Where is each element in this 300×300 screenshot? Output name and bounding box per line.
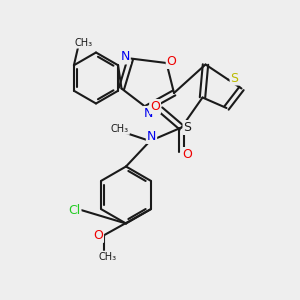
Text: O: O [150,100,160,113]
Text: CH₃: CH₃ [111,124,129,134]
Text: S: S [231,71,239,85]
Text: S: S [184,121,191,134]
Text: Cl: Cl [68,203,80,217]
Text: O: O [182,148,192,161]
Text: CH₃: CH₃ [99,251,117,262]
Text: O: O [167,55,176,68]
Text: O: O [93,229,103,242]
Text: N: N [144,107,153,120]
Text: N: N [147,130,156,143]
Text: N: N [120,50,130,64]
Text: CH₃: CH₃ [75,38,93,48]
